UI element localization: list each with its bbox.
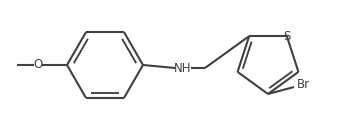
Text: O: O bbox=[33, 59, 43, 72]
Text: NH: NH bbox=[174, 62, 192, 75]
Text: S: S bbox=[283, 30, 290, 43]
Text: Br: Br bbox=[297, 78, 310, 92]
